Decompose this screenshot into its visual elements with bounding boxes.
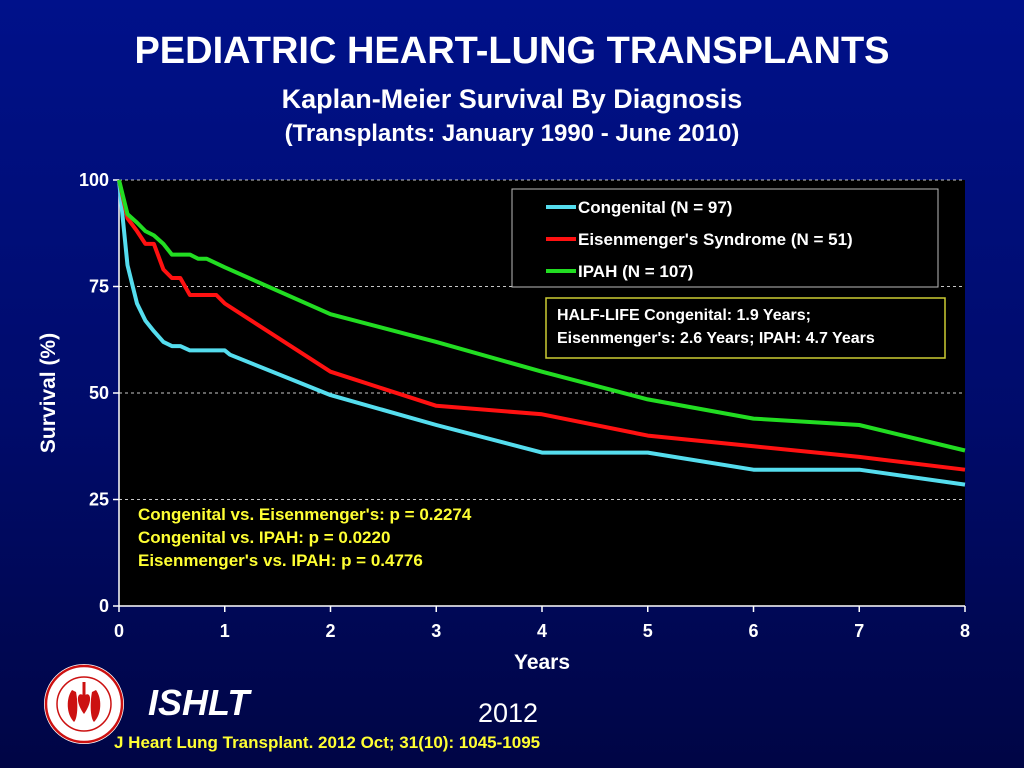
p-value-line-1: Congenital vs. Eisenmenger's: p = 0.2274 bbox=[138, 505, 472, 524]
legend-item-congenital: Congenital (N = 97) bbox=[578, 198, 732, 217]
congenital-line bbox=[117, 179, 966, 487]
x-tick-label: 7 bbox=[854, 621, 864, 641]
y-tick-label: 100 bbox=[79, 170, 109, 190]
org-name: ISHLT bbox=[148, 682, 250, 723]
transplant-period: (Transplants: January 1990 - June 2010) bbox=[284, 120, 740, 147]
x-tick-label: 3 bbox=[431, 621, 441, 641]
eisenmenger-line bbox=[117, 179, 966, 472]
page-title: PEDIATRIC HEART-LUNG TRANSPLANTS bbox=[134, 30, 890, 72]
chart-subtitle: Kaplan-Meier Survival By Diagnosis bbox=[281, 84, 743, 114]
x-tick-label: 6 bbox=[748, 621, 758, 641]
y-axis-label: Survival (%) bbox=[37, 333, 60, 453]
half-life-line-1: HALF-LIFE Congenital: 1.9 Years; bbox=[557, 307, 811, 324]
x-axis-label: Years bbox=[514, 651, 570, 674]
legend-box bbox=[511, 188, 939, 288]
axes bbox=[113, 179, 966, 612]
ipah-line bbox=[117, 179, 966, 453]
citation: J Heart Lung Transplant. 2012 Oct; 31(10… bbox=[114, 733, 541, 752]
legend-item-ipah: IPAH (N = 107) bbox=[578, 262, 693, 281]
y-tick-label: 0 bbox=[99, 596, 109, 616]
x-tick-label: 0 bbox=[114, 621, 124, 641]
tick-labels: 0 1 2 3 4 5 6 7 8 0 25 50 75 100 bbox=[79, 170, 970, 641]
y-tick-label: 75 bbox=[89, 277, 109, 297]
half-life-line-2: Eisenmenger's: 2.6 Years; IPAH: 4.7 Year… bbox=[557, 330, 875, 347]
x-tick-label: 8 bbox=[960, 621, 970, 641]
ishlt-logo-icon bbox=[44, 664, 124, 744]
publication-year: 2012 bbox=[478, 698, 539, 728]
p-value-annotations: Congenital vs. Eisenmenger's: p = 0.2274… bbox=[138, 505, 472, 570]
p-value-line-3: Eisenmenger's vs. IPAH: p = 0.4776 bbox=[138, 551, 423, 570]
x-tick-label: 4 bbox=[537, 621, 547, 641]
p-value-line-2: Congenital vs. IPAH: p = 0.0220 bbox=[138, 528, 390, 547]
x-tick-label: 2 bbox=[325, 621, 335, 641]
half-life-border bbox=[545, 297, 946, 359]
y-tick-label: 25 bbox=[89, 490, 109, 510]
series-lines bbox=[117, 179, 966, 487]
x-tick-label: 1 bbox=[220, 621, 230, 641]
legend: Congenital (N = 97) Eisenmenger's Syndrom… bbox=[511, 188, 939, 288]
legend-item-eisenmenger: Eisenmenger's Syndrome (N = 51) bbox=[578, 230, 853, 249]
y-tick-label: 50 bbox=[89, 383, 109, 403]
x-tick-label: 5 bbox=[643, 621, 653, 641]
half-life-box: HALF-LIFE Congenital: 1.9 Years; Eisenme… bbox=[545, 297, 946, 359]
